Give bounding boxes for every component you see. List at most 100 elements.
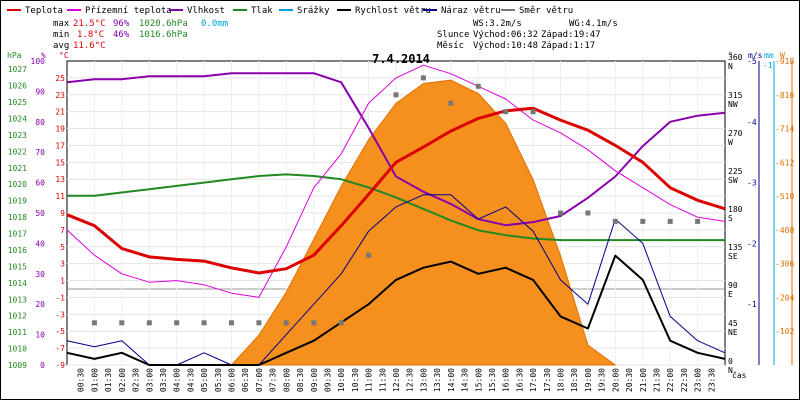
direction-degree-label: 0: [728, 357, 733, 366]
temp-tick-label: 17: [55, 141, 65, 150]
pressure-tick-label: 1024: [8, 115, 27, 124]
pressure-tick-label: 1023: [8, 131, 27, 140]
time-tick-label: 21:00: [639, 368, 648, 392]
time-tick-label: 07:30: [269, 368, 278, 392]
sun-rise: Východ:06:32: [473, 30, 538, 40]
time-tick-label: 13:00: [419, 368, 428, 392]
time-tick-label: 19:30: [598, 368, 607, 392]
solar-tick-label: -306: [775, 260, 794, 269]
wind-direction-point: [612, 218, 618, 224]
series-tlak: [67, 173, 725, 242]
legend-label-rychlost: Rychlost větru: [355, 6, 431, 16]
stat-max-press: 1020.6hPa: [139, 19, 188, 29]
stat-avg-label: avg: [53, 41, 69, 51]
time-tick-label: 19:00: [584, 368, 593, 392]
stat-max-temp: 21.5°C: [73, 19, 106, 29]
humidity-tick-label: 80: [35, 118, 45, 127]
wind-speed-tick-label: -2: [747, 239, 757, 248]
series-layer: [66, 64, 726, 366]
time-tick-label: 23:30: [707, 368, 716, 392]
time-tick-label: 04:00: [173, 368, 182, 392]
time-tick-label: 20:00: [611, 368, 620, 392]
legend-label-tlak: Tlak: [251, 6, 273, 16]
stat-min-temp: 1.8°C: [77, 30, 104, 40]
humidity-tick-label: 70: [35, 148, 45, 157]
wind-direction-point: [366, 252, 372, 258]
wind-speed-tick-label: -4: [747, 118, 757, 127]
pressure-tick-label: 1016: [8, 246, 27, 255]
legend: Teplota Přízemní teplota Vlhkost Tlak Sr…: [7, 6, 573, 16]
time-tick-label: 09:30: [324, 368, 333, 392]
solar-tick-label: -204: [775, 293, 794, 302]
stat-min-label: min: [53, 30, 69, 40]
unit-hpa: hPa: [7, 51, 22, 60]
pressure-tick-label: 1018: [8, 213, 27, 222]
axis-unit-headers: hPa % °C ° m/s mm W čas: [7, 51, 785, 380]
stat-min-hum: 46%: [113, 30, 130, 40]
pressure-tick-label: 1022: [8, 147, 27, 156]
time-tick-label: 01:00: [90, 368, 99, 392]
series-solar-radiation: [230, 79, 617, 366]
direction-compass-label: NW: [728, 100, 738, 109]
time-tick-label: 02:30: [132, 368, 141, 392]
stats-block: max 21.5°C 96% 1020.6hPa 0.0mm min 1.8°C…: [53, 19, 618, 51]
legend-label-teplota: Teplota: [25, 6, 63, 16]
wind-direction-point: [338, 320, 344, 326]
unit-pct: %: [41, 51, 46, 60]
wind-direction-point: [174, 320, 180, 326]
pressure-tick-label: 1019: [8, 197, 27, 206]
humidity-tick-label: 60: [35, 179, 45, 188]
time-tick-label: 12:30: [406, 368, 415, 392]
series-vlhkost: [66, 72, 726, 227]
wind-direction-point: [475, 83, 481, 89]
wind-direction-point: [530, 109, 536, 115]
time-tick-label: 11:30: [378, 368, 387, 392]
time-tick-label: 21:30: [653, 368, 662, 392]
pressure-tick-label: 1014: [8, 279, 27, 288]
pressure-tick-label: 1012: [8, 312, 27, 321]
humidity-tick-label: 40: [35, 239, 45, 248]
direction-degree-label: 135: [728, 243, 743, 252]
time-tick-label: 16:00: [502, 368, 511, 392]
temp-tick-label: 23: [55, 91, 65, 100]
time-tick-label: 05:00: [200, 368, 209, 392]
time-tick-label: 23:00: [694, 368, 703, 392]
time-tick-label: 04:30: [186, 368, 195, 392]
humidity-tick-label: 0: [40, 361, 45, 370]
time-tick-label: 08:00: [282, 368, 291, 392]
temp-tick-label: 7: [60, 226, 65, 235]
temp-tick-label: -1: [55, 293, 65, 302]
time-tick-label: 03:00: [145, 368, 154, 392]
time-tick-label: 15:30: [488, 368, 497, 392]
wind-direction-point: [640, 218, 646, 224]
direction-compass-label: W: [728, 138, 733, 147]
wind-speed-tick-label: -1: [747, 300, 757, 309]
time-tick-label: 18:30: [570, 368, 579, 392]
direction-degree-label: 180: [728, 205, 743, 214]
temp-tick-label: 9: [60, 209, 65, 218]
rain-tick-label: -1: [763, 61, 773, 70]
wind-speed-tick-label: -3: [747, 179, 757, 188]
temp-tick-label: 1: [60, 277, 65, 286]
axes-layer: -9-7-5-3-1135791113151719212325010203040…: [8, 53, 795, 392]
moon-label: Měsíc: [437, 41, 464, 51]
wind-direction-point: [256, 320, 262, 326]
solar-tick-label: -102: [775, 327, 794, 336]
unit-temp: °C: [59, 51, 69, 60]
time-tick-label: 10:00: [337, 368, 346, 392]
solar-tick-label: -714: [775, 125, 794, 134]
time-tick-label: 17:00: [529, 368, 538, 392]
time-tick-label: 16:30: [515, 368, 524, 392]
direction-degree-label: 225: [728, 167, 743, 176]
temp-tick-label: -5: [55, 327, 65, 336]
direction-compass-label: N: [728, 62, 733, 71]
wind-direction-point: [558, 210, 563, 216]
time-tick-label: 17:30: [543, 368, 552, 392]
direction-degree-label: 45: [728, 319, 738, 328]
time-tick-label: 14:00: [447, 368, 456, 392]
wind-speed-tick-label: -5: [747, 57, 757, 66]
wind-direction-point: [448, 100, 454, 106]
solar-tick-label: -510: [775, 192, 794, 201]
wind-direction-point: [585, 210, 591, 216]
